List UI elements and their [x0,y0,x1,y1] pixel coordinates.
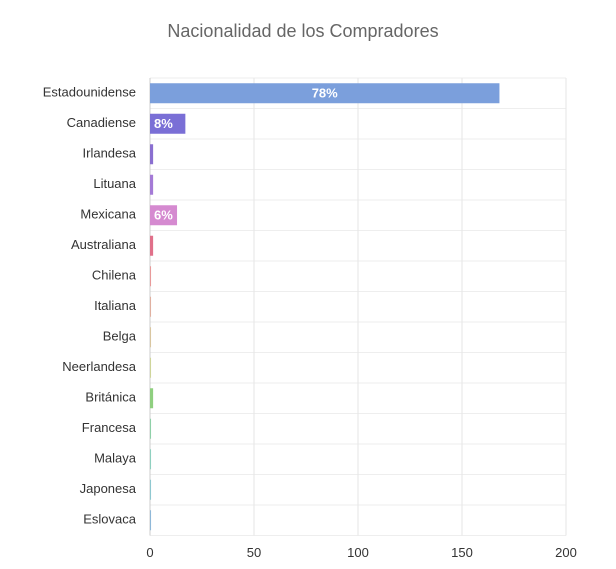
bar [150,144,154,165]
bar [150,449,152,470]
y-tick-label: Eslovaca [83,512,137,527]
bar [150,235,154,256]
bar-label: 8% [154,116,173,131]
bar [150,357,152,378]
y-tick-label: Lituana [93,176,136,191]
y-tick-label: Chilena [92,268,137,283]
y-tick-label: Mexicana [80,207,136,222]
y-tick-label: Italiana [94,298,137,313]
bar [150,388,154,409]
bar [150,266,152,287]
y-tick-label: Japonesa [80,481,137,496]
bar [150,418,152,439]
bar [150,113,186,134]
bar-label: 6% [154,208,173,223]
x-tick-label: 0 [146,545,153,560]
bar [150,296,152,317]
bar [150,205,178,226]
chart-title: Nacionalidad de los Compradores [167,21,438,41]
y-tick-label: Canadiense [67,115,136,130]
y-tick-label: Malaya [94,451,137,466]
x-tick-label: 100 [347,545,369,560]
x-tick-label: 50 [247,545,261,560]
bar [150,83,500,104]
bar-label: 78% [312,86,338,101]
bar [150,174,154,195]
y-tick-label: Belga [103,329,137,344]
x-tick-label: 200 [555,545,577,560]
y-tick-label: Estadounidense [43,85,136,100]
x-tick-label: 150 [451,545,473,560]
y-tick-label: Francesa [82,420,137,435]
y-tick-label: Británica [85,390,136,405]
y-tick-label: Irlandesa [83,146,137,161]
bar [150,327,152,348]
y-tick-label: Australiana [71,237,137,252]
y-tick-label: Neerlandesa [62,359,136,374]
bar [150,479,152,500]
bar [150,510,152,531]
